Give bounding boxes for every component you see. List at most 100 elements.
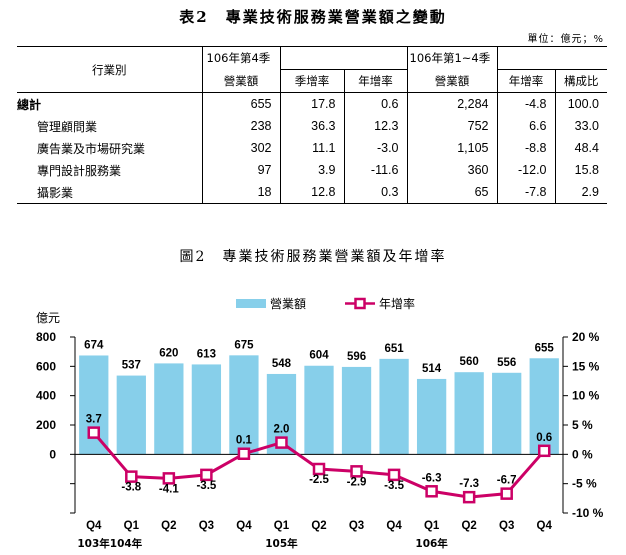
cell: 0.3: [344, 181, 408, 204]
cell: -7.8: [497, 181, 556, 204]
category-tick-label: Q3: [499, 520, 514, 532]
cell: 1,105: [407, 137, 498, 159]
cell: 12.3: [344, 115, 408, 137]
header-year-revenue: 營業額: [407, 69, 498, 93]
right-tick-label: 15 %: [572, 359, 600, 373]
left-tick-label: 200: [36, 418, 56, 432]
cell: -12.0: [497, 159, 556, 181]
right-tick-label: 20 %: [572, 330, 600, 344]
table-row: 廣告業及市場研究業 302 11.1 -3.0 1,105 -8.8 48.4: [17, 137, 607, 159]
left-tick-label: 800: [36, 330, 56, 344]
growth-point: [87, 426, 101, 439]
bar: [229, 355, 259, 455]
legend-bar-label: 營業額: [270, 297, 306, 311]
row-name: 廣告業及市場研究業: [17, 137, 203, 159]
legend-bar-swatch: [236, 299, 266, 308]
bar-data-label: 620: [159, 347, 178, 359]
bar-data-label: 655: [535, 342, 555, 354]
left-tick-label: 600: [36, 359, 56, 373]
table-title: 表2 專業技術服務業營業額之變動: [179, 8, 447, 26]
table-row: 專門設計服務業 97 3.9 -11.6 360 -12.0 15.8: [17, 159, 607, 181]
cell: 360: [407, 159, 498, 181]
growth-point: [200, 468, 213, 482]
cell: 97: [202, 159, 281, 181]
cell: 302: [202, 137, 281, 159]
table-row: 管理顧問業 238 36.3 12.3 752 6.6 33.0: [17, 115, 607, 137]
year-label: 106年: [415, 537, 448, 550]
row-name: 管理顧問業: [17, 115, 203, 137]
category-tick-label: Q4: [236, 520, 252, 532]
cell: 752: [407, 115, 498, 137]
header-q4-qoq: 季增率: [280, 69, 345, 93]
bar: [341, 366, 372, 455]
cell: 15.8: [574, 163, 599, 177]
cell: -11.6: [344, 159, 408, 181]
growth-data-label: -4.1: [159, 483, 179, 495]
bar: [379, 358, 409, 455]
header-year-yoy: 年增率: [497, 69, 556, 93]
bar: [492, 372, 522, 455]
category-tick-label: Q1: [274, 520, 290, 532]
bar-data-label: 674: [84, 339, 104, 351]
category-tick-label: Q2: [161, 520, 176, 532]
right-tick-label: 5 %: [572, 418, 593, 432]
cell: 0.6: [344, 92, 408, 115]
category-tick-label: Q2: [311, 520, 326, 532]
right-tick-label: 0 %: [572, 447, 593, 461]
growth-point: [462, 490, 476, 504]
growth-data-label: 0.6: [536, 432, 552, 444]
header-group-q4: 106年第4季: [202, 46, 281, 70]
cell: 6.6: [497, 115, 556, 137]
chart-title: 圖2 專業技術服務業營業額及年增率: [179, 249, 447, 265]
right-tick-label: 10 %: [572, 389, 600, 403]
left-axis-title: 億元: [36, 311, 60, 325]
right-tick-label: -5 %: [572, 477, 597, 491]
growth-data-label: -2.5: [309, 474, 329, 486]
cell: 655: [202, 92, 281, 115]
bar: [116, 375, 146, 455]
growth-point: [237, 447, 251, 460]
row-name: 總計: [17, 92, 203, 115]
cell: 11.1: [280, 137, 345, 159]
cell: 12.8: [280, 181, 345, 204]
bar: [416, 378, 447, 455]
category-tick-label: Q4: [537, 520, 553, 532]
bar-data-label: 651: [384, 343, 404, 355]
year-label: 104年: [110, 537, 143, 550]
year-label: 103年: [77, 537, 110, 550]
category-tick-label: Q1: [124, 520, 140, 532]
category-tick-label: Q3: [349, 520, 364, 532]
cell: 65: [407, 181, 498, 204]
growth-data-label: -3.8: [121, 482, 141, 494]
cell: -8.8: [497, 137, 556, 159]
legend-line-label: 年增率: [379, 296, 415, 311]
bar: [454, 372, 484, 455]
category-tick-label: Q4: [386, 520, 402, 532]
cell: 2.9: [581, 185, 599, 199]
table-row: 總計 655 17.8 0.6 2,284 -4.8 100.0: [17, 92, 607, 115]
cell: 2,284: [407, 92, 498, 115]
year-label: 105年: [265, 537, 298, 550]
cell: -3.0: [344, 137, 408, 159]
growth-point: [387, 468, 401, 482]
bar: [191, 364, 222, 455]
header-q4-yoy: 年增率: [344, 69, 408, 93]
growth-point: [125, 470, 138, 483]
bar-data-label: 560: [460, 356, 479, 368]
category-tick-label: Q4: [86, 520, 102, 532]
header-year-share: 構成比: [555, 69, 607, 93]
growth-data-label: -6.7: [497, 475, 517, 487]
cell: 18: [202, 181, 281, 204]
row-name: 攝影業: [17, 181, 203, 204]
right-tick-label: -10 %: [572, 506, 604, 520]
growth-data-label: -7.3: [459, 478, 479, 490]
header-industry: 行業別: [17, 46, 203, 93]
bar: [79, 355, 109, 455]
bar-data-label: 556: [497, 357, 516, 369]
header-group-year: 106年第1~4季: [407, 46, 498, 70]
growth-point: [162, 472, 176, 485]
bar-data-label: 514: [422, 363, 442, 375]
cell: 48.4: [574, 141, 599, 155]
growth-data-label: -3.5: [384, 480, 404, 492]
cell: -4.8: [497, 92, 556, 115]
